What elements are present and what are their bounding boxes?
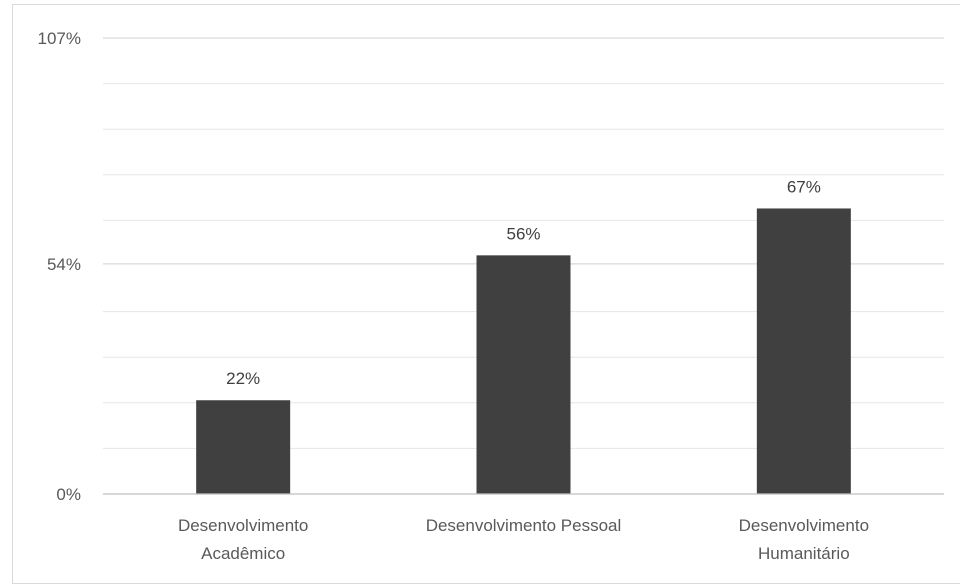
category-label: Humanitário xyxy=(758,544,850,563)
x-axis-category-labels: Desenvolvimento Acadêmico Desenvolvimento … xyxy=(178,516,869,563)
category-label: Desenvolvimento xyxy=(739,516,869,535)
y-tick-label: 54% xyxy=(47,255,81,274)
bars xyxy=(196,208,851,494)
category-label: Acadêmico xyxy=(201,544,285,563)
category-label: Desenvolvimento Pessoal xyxy=(426,516,622,535)
data-label: 56% xyxy=(506,224,540,243)
category-label: Desenvolvimento xyxy=(178,516,308,535)
bar xyxy=(196,400,291,494)
data-label: 22% xyxy=(226,369,260,388)
data-labels: 22% 56% 67% xyxy=(226,177,821,388)
bar xyxy=(476,255,571,494)
bar xyxy=(756,208,851,494)
data-label: 67% xyxy=(787,177,821,196)
y-tick-label: 0% xyxy=(56,485,81,504)
y-axis-tick-labels: 0% 54% 107% xyxy=(38,29,81,504)
y-tick-label: 107% xyxy=(38,29,81,48)
